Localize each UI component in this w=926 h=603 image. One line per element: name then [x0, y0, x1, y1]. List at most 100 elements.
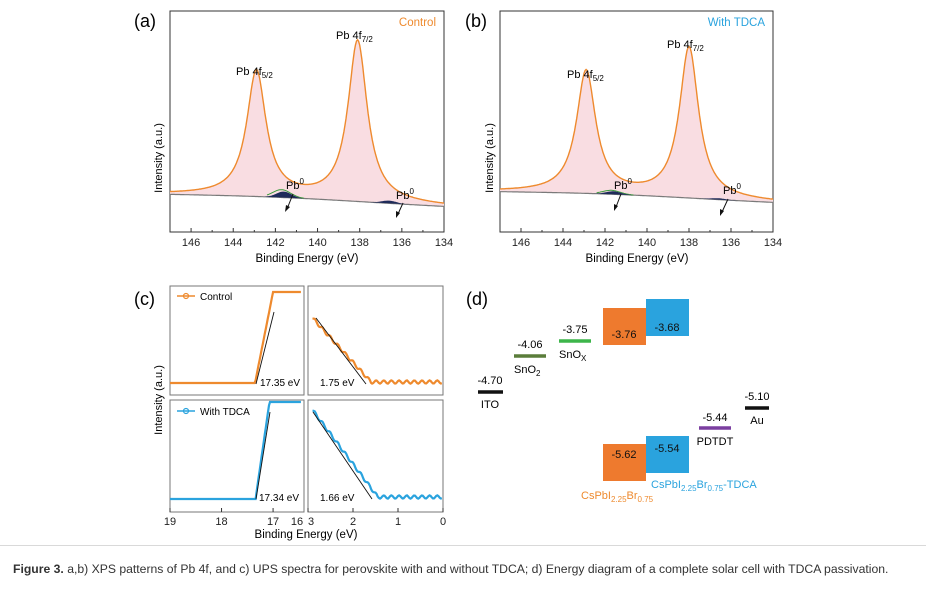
au-value: -5.10 [744, 391, 769, 403]
panel-b-pb0-label-1: Pb0 [614, 177, 632, 192]
tdca-material-name: CsPbI2.25Br0.75-TDCA [651, 479, 757, 493]
x-tick-label: 134 [764, 237, 782, 249]
tdca-cb-block [646, 299, 689, 336]
snox-name: SnOX [559, 349, 587, 363]
panel-a-pb0-arrow-2 [397, 202, 404, 215]
panel-c-legend-marker-tdca [182, 407, 190, 415]
panel-c-legend-control: Control [200, 292, 232, 303]
panel-b-pb0-label-2: Pb0 [723, 182, 741, 197]
panel-c-control-onset-curve [312, 317, 443, 385]
panel-a-component-line [266, 189, 304, 199]
panel-b-pb0-arrowhead-2 [720, 209, 724, 216]
panel-b-legend: With TDCA [708, 17, 766, 29]
panel-b-pb0-peak-1 [594, 191, 633, 196]
panel-b-pb0-arrow-1 [615, 193, 622, 208]
panel-c-label: (c) [134, 289, 155, 309]
x-tick-label: 146 [512, 237, 530, 249]
csp-material-name: CsPbI2.25Br0.75 [581, 490, 654, 504]
panel-b-peak-fill [500, 46, 773, 203]
pdtdt-value: -5.44 [702, 412, 727, 424]
sno2-name: SnO2 [514, 364, 541, 378]
caption-rule [0, 545, 926, 546]
panel-a-pb0-peak-1 [264, 191, 303, 199]
csp-vb-block [603, 444, 646, 481]
panel-c-tdca-onset-curve [312, 409, 443, 500]
x-tick-label: 0 [440, 516, 446, 528]
panel-c-onset-control: 1.75 eV [320, 378, 355, 389]
panel-c: (c) Intensity (a.u.) Control With TDCA 1… [134, 285, 446, 541]
panel-c-control-cutoff-fit [255, 311, 275, 385]
panel-a-label: (a) [134, 11, 156, 31]
panel-a-xlabel: Binding Energy (eV) [256, 253, 359, 265]
ito-value: -4.70 [477, 375, 502, 387]
x-tick-label: 138 [680, 237, 698, 249]
panel-c-tdca-cutoff-curve [170, 400, 301, 501]
panel-a-peak-4f72-label: Pb 4f7/2 [336, 30, 373, 44]
x-tick-label: 18 [215, 516, 227, 528]
panel-c-x-axis: 19 18 17 16 3 2 1 0 [164, 508, 446, 528]
ito-name: ITO [481, 399, 500, 411]
panel-a-peak-4f52-label: Pb 4f5/2 [236, 66, 273, 80]
pdtdt-name: PDTDT [697, 436, 734, 448]
panel-a-pb0-label-2: Pb0 [396, 187, 414, 202]
x-tick-label: 2 [350, 516, 356, 528]
panel-a: (a) Intensity (a.u.) Control Pb 4f5/2 Pb… [134, 10, 453, 265]
panel-d: (d) -4.70 ITO -4.06 SnO2 -3.75 SnOX -3.7… [466, 289, 770, 504]
panel-c-frame-bottom-right [307, 399, 444, 513]
figure-caption: Figure 3. a,b) XPS patterns of Pb 4f, an… [13, 561, 918, 577]
panel-c-cutoff-tdca: 17.34 eV [259, 493, 299, 504]
panel-c-tdca-onset-fit [312, 411, 373, 500]
x-tick-label: 19 [164, 516, 176, 528]
panel-b-peak-4f52-label: Pb 4f5/2 [567, 69, 604, 83]
panel-b-spectrum [500, 45, 774, 200]
x-tick-label: 134 [435, 237, 453, 249]
x-tick-label: 1 [395, 516, 401, 528]
tdca-vb-value: -5.54 [654, 443, 679, 455]
x-tick-label: 142 [596, 237, 614, 249]
panel-a-frame [169, 10, 445, 233]
panel-c-frame-top-right [307, 285, 444, 396]
csp-vb-value: -5.62 [611, 449, 636, 461]
panel-a-pb0-label-1: Pb0 [286, 177, 304, 192]
panel-b-peak-4f72-label: Pb 4f7/2 [667, 39, 704, 53]
panel-c-onset-tdca: 1.66 eV [320, 493, 355, 504]
panel-a-peak-fill [170, 39, 444, 207]
panel-a-legend: Control [399, 17, 436, 29]
panel-c-frame-top-left [169, 285, 305, 396]
panel-a-spectrum [170, 38, 445, 204]
panel-c-frame-bottom-left [169, 399, 305, 513]
panel-a-x-axis: 146 144 142 140 138 136 134 [182, 228, 453, 249]
panel-a-pb0-arrowhead-1 [285, 205, 290, 212]
panel-b-ylabel: Intensity (a.u.) [484, 123, 496, 193]
panel-b: (b) Intensity (a.u.) With TDCA Pb 4f5/2 … [465, 10, 782, 265]
x-tick-label: 146 [182, 237, 200, 249]
tdca-vb-block [646, 436, 689, 473]
x-tick-label: 138 [351, 237, 369, 249]
panel-c-ylabel: Intensity (a.u.) [153, 365, 165, 435]
sno2-value: -4.06 [517, 339, 542, 351]
snox-value: -3.75 [562, 324, 587, 336]
csp-cb-block [603, 308, 646, 345]
au-name: Au [750, 415, 763, 427]
caption-text: a,b) XPS patterns of Pb 4f, and c) UPS s… [67, 562, 889, 576]
panel-b-xlabel: Binding Energy (eV) [586, 253, 689, 265]
panel-b-pb0-arrow-2 [721, 198, 729, 213]
figure-3: (a) Intensity (a.u.) Control Pb 4f5/2 Pb… [134, 10, 782, 541]
x-tick-label: 3 [308, 516, 314, 528]
x-tick-label: 144 [554, 237, 572, 249]
csp-cb-value: -3.76 [611, 329, 636, 341]
tdca-cb-value: -3.68 [654, 322, 679, 334]
panel-b-pb0-arrowhead-1 [614, 204, 618, 211]
panel-a-baseline [169, 193, 445, 207]
panel-b-x-axis: 146 144 142 140 138 136 134 [512, 228, 782, 249]
panel-c-legend-tdca: With TDCA [200, 407, 250, 418]
panel-a-pb0-arrowhead-2 [396, 211, 400, 218]
panel-c-tdca-cutoff-fit [255, 411, 271, 500]
panel-c-legend-marker-control [182, 292, 190, 300]
panel-b-frame [499, 10, 774, 233]
x-tick-label: 17 [267, 516, 279, 528]
x-tick-label: 136 [393, 237, 411, 249]
panel-c-cutoff-control: 17.35 eV [260, 378, 300, 389]
panel-d-label: (d) [466, 289, 488, 309]
x-tick-label: 140 [638, 237, 656, 249]
